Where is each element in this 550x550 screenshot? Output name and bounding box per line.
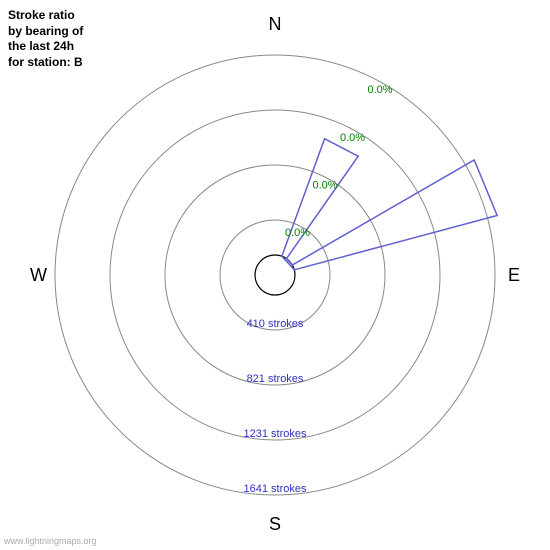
ring-stroke-label: 1641 strokes	[244, 483, 307, 495]
ring	[110, 110, 440, 440]
cardinal-n: N	[269, 14, 282, 34]
ring-percent-label: 0.0%	[312, 179, 337, 191]
polar-chart-container: Stroke ratio by bearing of the last 24h …	[0, 0, 550, 550]
cardinal-e: E	[508, 265, 520, 285]
chart-title: Stroke ratio by bearing of the last 24h …	[8, 8, 83, 70]
bearing-wedge	[282, 139, 497, 270]
polar-chart-svg: N E S W 410 strokes 0.0% 821 strokes 0.0% 1231 s…	[0, 0, 550, 550]
ring	[220, 220, 330, 330]
ring-stroke-label: 410 strokes	[247, 318, 304, 330]
ring-percent-label: 0.0%	[285, 227, 310, 239]
ring-percent-label: 0.0%	[367, 84, 392, 96]
ring-stroke-label: 1231 strokes	[244, 428, 307, 440]
cardinal-w: W	[30, 265, 47, 285]
attribution-text: www.lightningmaps.org	[4, 536, 97, 546]
ring-stroke-label: 821 strokes	[247, 373, 304, 385]
ring-percent-label: 0.0%	[340, 132, 365, 144]
ring	[165, 165, 385, 385]
cardinal-s: S	[269, 514, 281, 534]
